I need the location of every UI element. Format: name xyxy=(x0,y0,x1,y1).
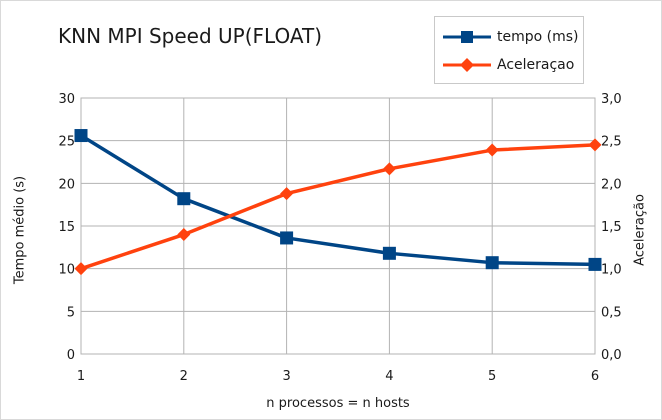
y-tick-label-left: 15 xyxy=(58,220,75,235)
axes xyxy=(80,97,596,355)
tick-labels: 0 5 10 15 20 25 30 0,0 0,5 1,0 1,5 2,0 2,5 3,0 1 2 3 4 5 6 xyxy=(58,92,621,384)
data-point-tempo xyxy=(382,246,396,260)
x-tick-label: 4 xyxy=(385,369,393,384)
data-point-aceleracao xyxy=(485,143,499,157)
y-tick-label-right: 1,5 xyxy=(601,220,622,235)
data-point-tempo xyxy=(485,256,499,270)
data-point-aceleracao xyxy=(177,228,191,242)
plot-border xyxy=(80,97,596,355)
series-line-tempo xyxy=(80,134,596,267)
legend-label-tempo: tempo (ms) xyxy=(497,29,579,45)
plot-area xyxy=(74,129,602,276)
data-point-aceleracao xyxy=(74,262,88,276)
data-point-aceleracao xyxy=(588,138,602,152)
chart-title: KNN MPI Speed UP(FLOAT) xyxy=(58,24,322,48)
legend-marker-square-icon xyxy=(443,31,491,43)
y-tick-label-left: 20 xyxy=(58,177,75,192)
data-point-tempo xyxy=(177,192,191,206)
legend-item-aceleracao: Aceleraçao xyxy=(443,55,574,75)
data-point-tempo xyxy=(280,231,294,245)
legend: tempo (ms) Aceleraçao xyxy=(434,16,584,84)
legend-marker-diamond-icon xyxy=(443,58,491,72)
x-axis-label: n processos = n hosts xyxy=(266,396,410,411)
data-point-tempo xyxy=(588,257,602,271)
data-point-tempo xyxy=(74,129,88,143)
y-tick-label-right: 3,0 xyxy=(601,92,622,107)
x-tick-label: 5 xyxy=(488,369,496,384)
y-axis-label-left: Tempo médio (s) xyxy=(12,175,28,285)
legend-label-aceleracao: Aceleraçao xyxy=(497,57,575,73)
y-tick-label-right: 1,0 xyxy=(601,263,622,278)
y-tick-label-right: 2,5 xyxy=(601,135,622,150)
series-line-aceleracao xyxy=(80,143,596,271)
y-tick-label-left: 30 xyxy=(58,92,75,107)
y-tick-label-right: 2,0 xyxy=(601,177,622,192)
x-tick-label: 3 xyxy=(282,369,290,384)
y-tick-label-left: 25 xyxy=(58,135,75,150)
y-tick-label-left: 5 xyxy=(67,305,75,320)
y-tick-label-left: 0 xyxy=(67,348,75,363)
y-axis-label-right: Aceleração xyxy=(632,194,648,266)
x-tick-label: 2 xyxy=(180,369,188,384)
x-tick-label: 6 xyxy=(591,369,599,384)
y-tick-label-right: 0,0 xyxy=(601,348,622,363)
y-tick-label-right: 0,5 xyxy=(601,305,622,320)
x-tick-label: 1 xyxy=(77,369,85,384)
data-point-aceleracao xyxy=(382,162,396,176)
y-tick-label-left: 10 xyxy=(58,263,75,278)
legend-item-tempo: tempo (ms) xyxy=(443,27,579,47)
data-point-aceleracao xyxy=(280,187,294,201)
